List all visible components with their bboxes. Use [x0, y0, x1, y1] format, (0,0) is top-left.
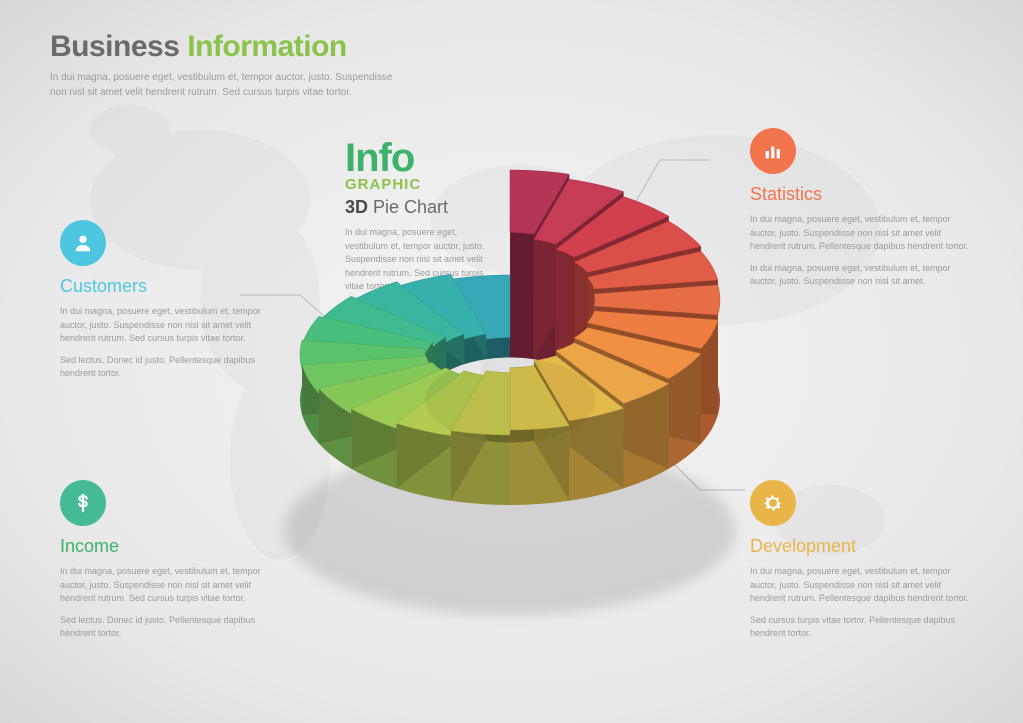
page-title: Business Information [50, 30, 410, 64]
center-info-text: Info [345, 140, 495, 176]
title-word-2: Information [187, 30, 347, 63]
page-subtitle: In dui magna, posuere eget, vestibulum e… [50, 70, 410, 100]
section-customers-body: In dui magna, posuere eget, vestibulum e… [60, 305, 280, 381]
section-development: Development In dui magna, posuere eget, … [750, 480, 970, 641]
section-income-title: Income [60, 536, 280, 557]
pie-chart-svg [260, 250, 760, 650]
title-word-1: Business [50, 30, 179, 63]
section-statistics: Statistics In dui magna, posuere eget, v… [750, 128, 970, 289]
section-statistics-body: In dui magna, posuere eget, vestibulum e… [750, 213, 970, 289]
section-development-body: In dui magna, posuere eget, vestibulum e… [750, 565, 970, 641]
person-icon [60, 220, 106, 266]
section-income: Income In dui magna, posuere eget, vesti… [60, 480, 280, 641]
bar-chart-icon [750, 128, 796, 174]
section-customers-title: Customers [60, 276, 280, 297]
pie-chart-3d [260, 250, 760, 650]
center-subtitle: 3D Pie Chart [345, 197, 495, 218]
page-header: Business Information In dui magna, posue… [50, 30, 410, 100]
center-graphic-text: GRAPHIC [345, 176, 495, 193]
section-statistics-title: Statistics [750, 184, 970, 205]
dollar-icon [60, 480, 106, 526]
section-customers: Customers In dui magna, posuere eget, ve… [60, 220, 280, 381]
section-income-body: In dui magna, posuere eget, vestibulum e… [60, 565, 280, 641]
section-development-title: Development [750, 536, 970, 557]
